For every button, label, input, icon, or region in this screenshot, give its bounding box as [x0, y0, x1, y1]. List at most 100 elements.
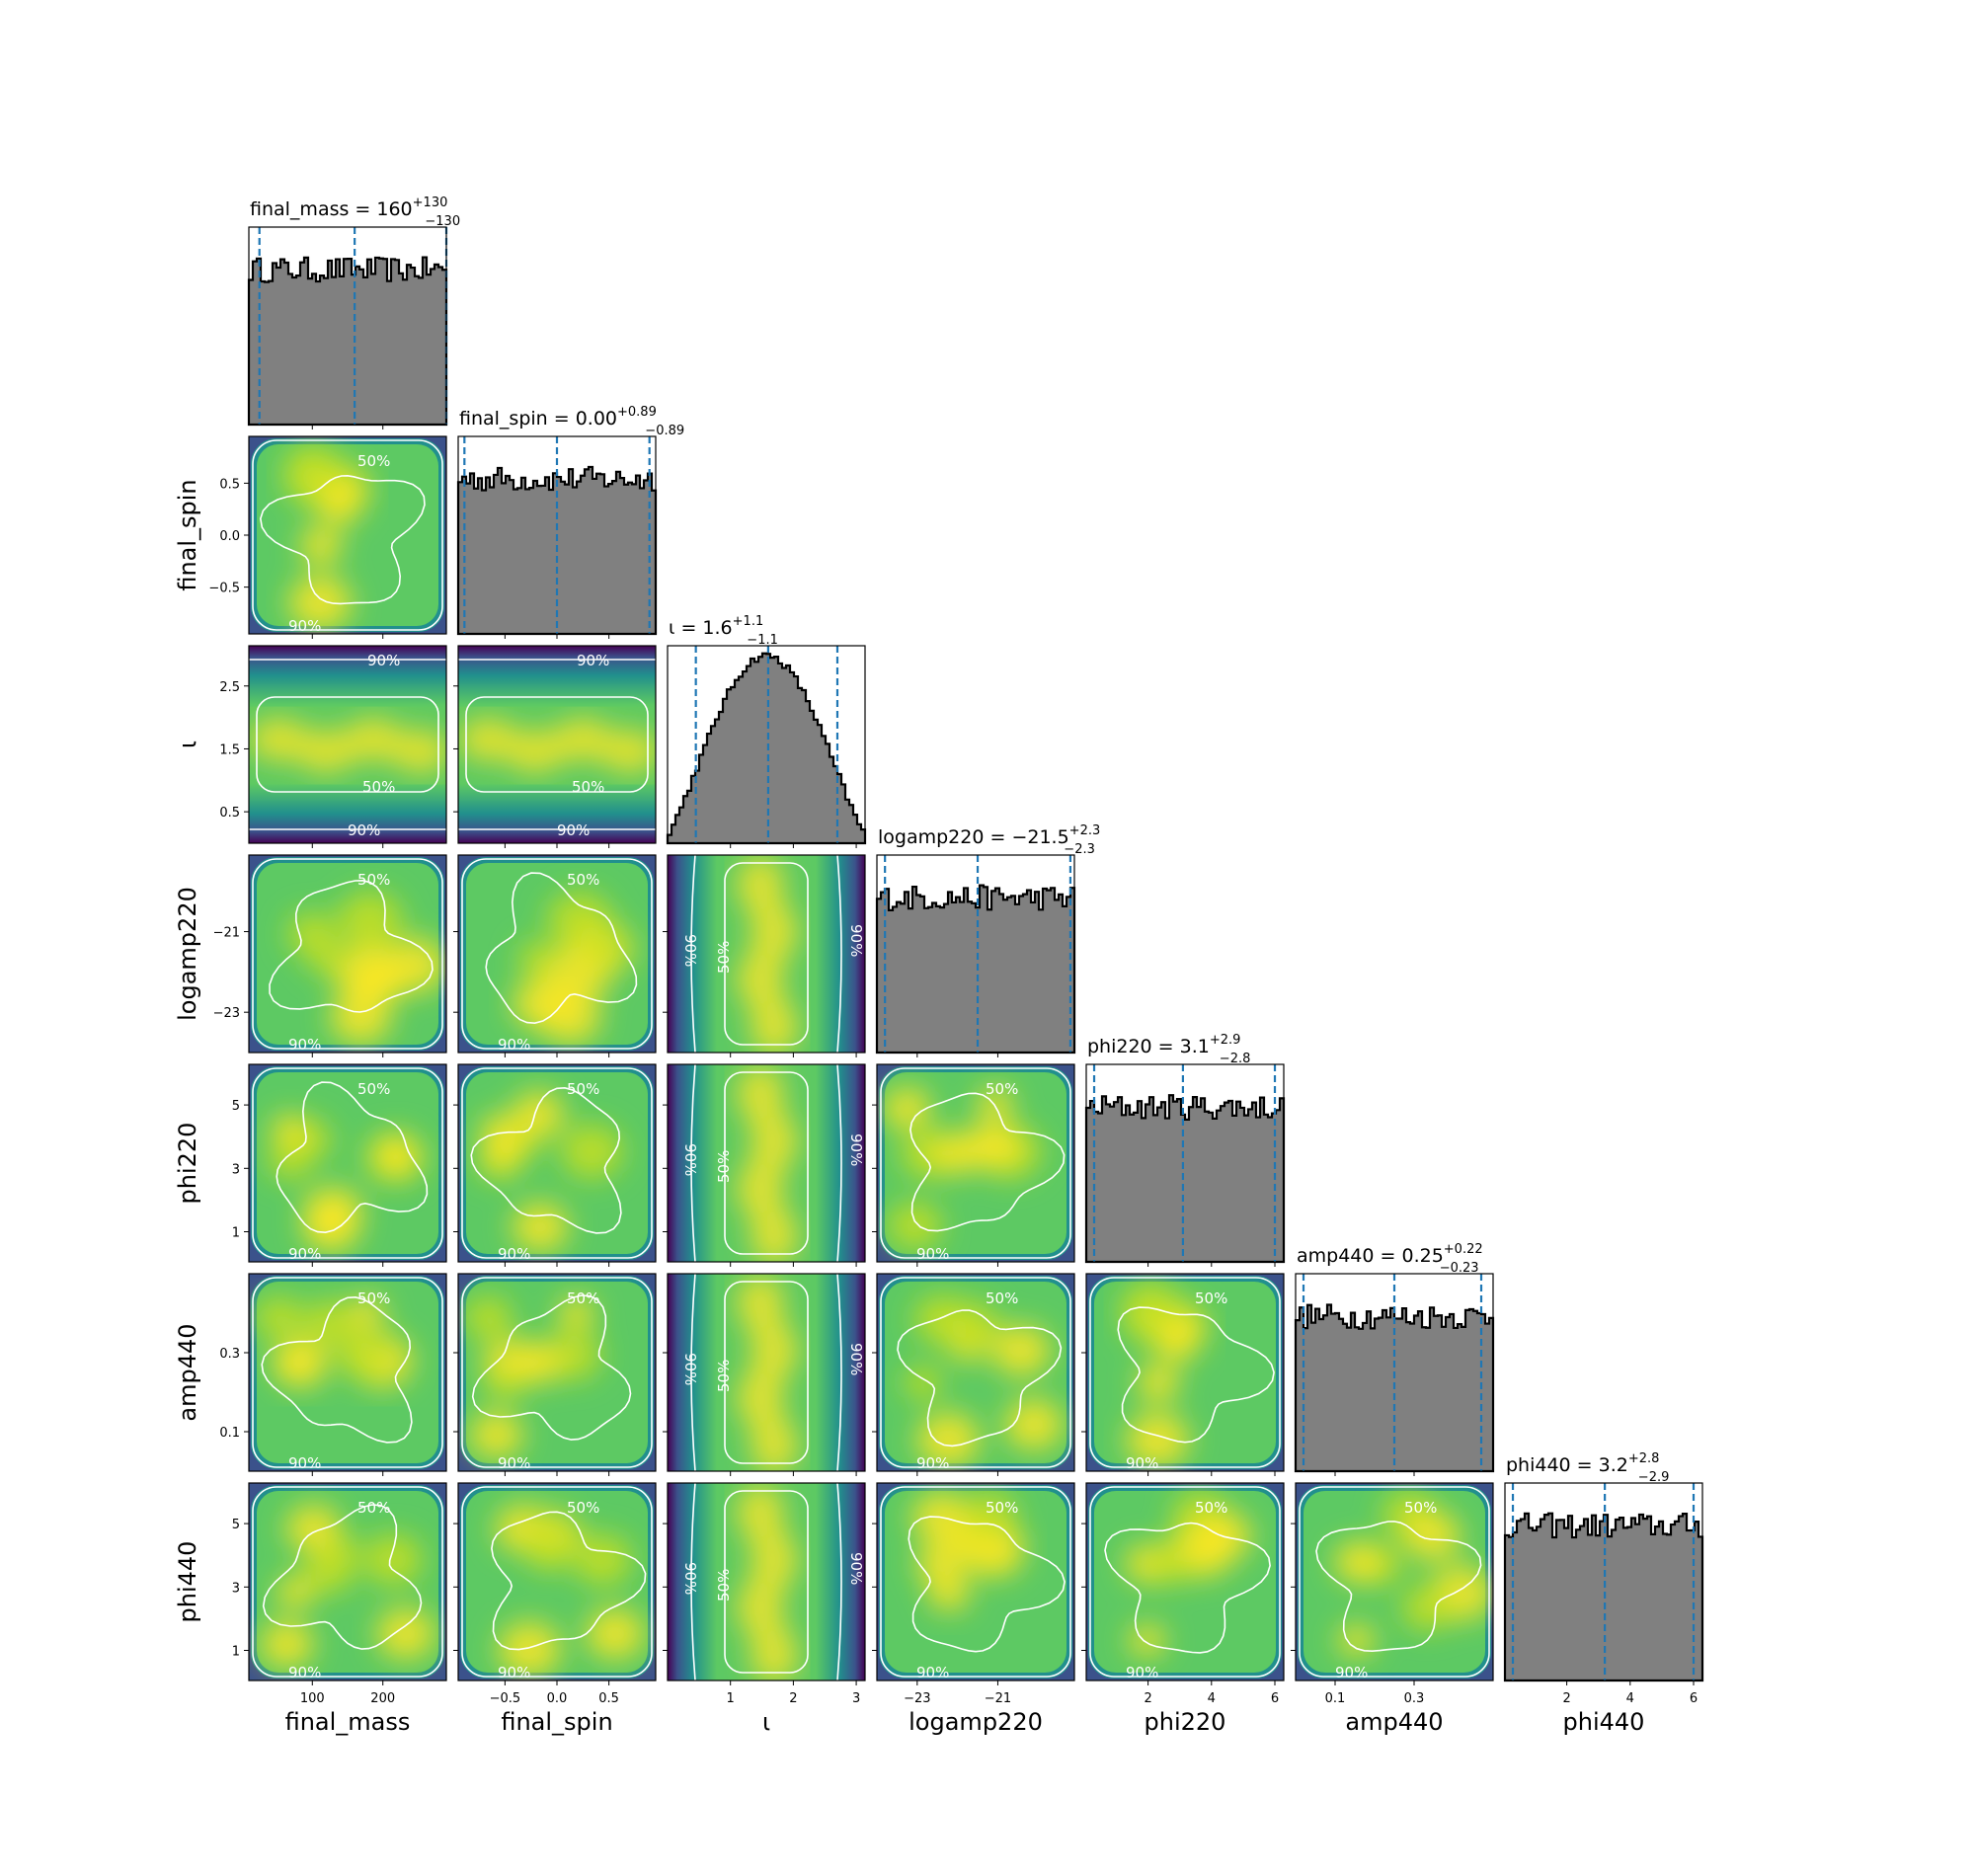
density-peak [464, 1295, 513, 1339]
density-field: 50% 90% [458, 855, 656, 1053]
density-peak [363, 1533, 423, 1586]
contour-label-90: 90% [288, 1245, 321, 1263]
density-panel-phi440-vs-amp440: 50% 90% [1295, 1482, 1494, 1681]
density-panel-amp440-vs-logamp220: 50% 90% [876, 1273, 1075, 1472]
contour-90 [880, 1277, 1071, 1468]
y-tick-label-amp440: 0.1 [219, 1426, 240, 1441]
histogram-title-minus: −0.89 [645, 424, 684, 438]
density-frame [248, 1482, 447, 1681]
density-blobs [283, 444, 371, 631]
density-peak [514, 1341, 563, 1384]
density-peak [737, 1483, 784, 1542]
contour-90 [252, 439, 443, 631]
contour-50 [908, 1516, 1066, 1653]
density-peak [915, 1543, 962, 1585]
density-peak [498, 1621, 562, 1678]
density-blobs [904, 1294, 1064, 1468]
x-tick-label-final_spin: 0.0 [547, 1691, 568, 1706]
density-peak [513, 977, 573, 1030]
contour-50 [256, 696, 439, 793]
contour-label-90: 90% [1335, 1664, 1368, 1681]
density-peak [337, 1330, 392, 1380]
histogram-title-minus: −0.23 [1440, 1261, 1479, 1276]
density-field: 90% 50% 90% [458, 646, 656, 843]
density-blobs [1121, 1282, 1209, 1468]
histogram-frame [1085, 1063, 1285, 1263]
y-tick-label-logamp220: −23 [213, 1006, 240, 1021]
contour-label-50: 50% [986, 1499, 1018, 1517]
contour-90 [458, 659, 656, 830]
contour-label-90: 90% [1126, 1454, 1158, 1472]
contour-90 [249, 659, 446, 830]
y-axis-label-logamp220: logamp220 [174, 887, 201, 1021]
density-peak [320, 1535, 360, 1572]
density-field: 50% 90% [877, 1483, 1074, 1681]
density-panel-final_spin-vs-final_mass: 50% 90% [248, 435, 447, 635]
y-tick-label-phi220: 3 [232, 1162, 240, 1177]
contour-50 [1104, 1522, 1271, 1654]
contour-label-50: 50% [567, 1290, 599, 1307]
x-tick-label-logamp220: −21 [985, 1691, 1011, 1706]
contour-label-50: 50% [715, 1569, 733, 1602]
contour-label-90: 90% [498, 1245, 530, 1263]
density-frame [667, 1063, 866, 1263]
density-peak [283, 444, 344, 498]
contour-label-50: 50% [362, 778, 395, 796]
y-axis-label-final_spin: final_spin [174, 479, 201, 590]
histogram-frame [876, 854, 1075, 1054]
density-blobs [1334, 1491, 1493, 1657]
density-panel-amp440-vs-phi220: 50% 90% [1085, 1273, 1285, 1472]
density-frame [248, 854, 447, 1054]
contour-label-90: 90% [288, 1036, 321, 1054]
y-tick-label-iota: 2.5 [219, 680, 240, 695]
contour-label-90: 90% [916, 1664, 949, 1681]
density-peak [308, 941, 347, 976]
y-tick-label-phi440: 5 [232, 1518, 240, 1532]
contour-label-90-left: 90% [681, 1143, 699, 1176]
density-peak [888, 1202, 942, 1250]
density-interior [466, 1072, 648, 1254]
contour-90 [252, 1486, 443, 1678]
density-blobs [268, 1114, 425, 1252]
density-peak [991, 1324, 1051, 1376]
histogram-panel-phi440: phi440 = 3.2+2.8−2.9 [1503, 1451, 1704, 1682]
density-blobs [249, 718, 446, 773]
contour-label-50: 50% [572, 778, 604, 796]
density-panel-logamp220-vs-iota: 90% 50% 90% [667, 854, 866, 1054]
contour-50 [261, 1295, 413, 1444]
density-blobs [464, 1295, 601, 1459]
density-panel-phi220-vs-final_spin: 50% 90% [457, 1063, 657, 1263]
density-panel-phi220-vs-final_mass: 50% 90% [248, 1063, 447, 1263]
density-frame [667, 1482, 866, 1681]
histogram-title-phi220: phi220 = 3.1+2.9 [1087, 1033, 1240, 1057]
density-peak [512, 1090, 565, 1137]
density-blobs [737, 1274, 798, 1471]
density-peak [276, 1575, 314, 1609]
x-axis-label-phi220: phi220 [1145, 1708, 1226, 1736]
contour-label-90-top: 90% [367, 652, 400, 669]
contour-50 [465, 696, 649, 793]
contour-50 [1117, 1306, 1275, 1444]
contour-50 [909, 1092, 1066, 1232]
y-tick-label-final_spin: 0.0 [219, 529, 240, 544]
density-frame [248, 1273, 447, 1472]
density-peak [1128, 1623, 1166, 1657]
x-tick-label-iota: 3 [852, 1691, 860, 1706]
density-frame [1085, 1482, 1285, 1681]
density-frame [1295, 1482, 1494, 1681]
density-frame [876, 1482, 1075, 1681]
contour-label-50: 50% [1195, 1499, 1227, 1517]
density-field: 50% 90% [249, 855, 446, 1054]
contour-90 [690, 1483, 842, 1681]
histogram-title-phi440: phi440 = 3.2+2.8 [1506, 1451, 1659, 1476]
density-peak [561, 1124, 623, 1179]
histogram-title-minus: −130 [425, 214, 460, 229]
contour-label-90-top: 90% [577, 652, 609, 669]
density-peak [485, 1366, 523, 1400]
contour-90 [461, 1067, 653, 1259]
density-peak [557, 1296, 595, 1330]
density-peak [302, 1202, 359, 1252]
density-peak [750, 1112, 798, 1171]
histogram-frame [1504, 1482, 1703, 1681]
density-peak [573, 1533, 632, 1586]
